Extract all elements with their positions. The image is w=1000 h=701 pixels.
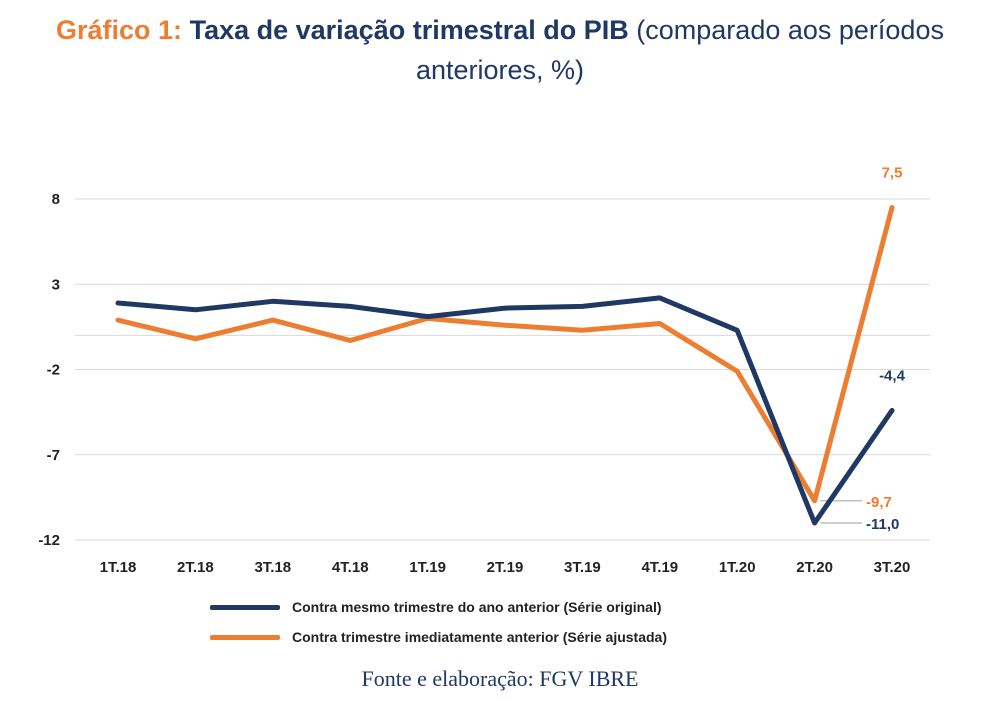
data-label: -4,4 <box>879 367 906 384</box>
x-tick-label: 3T.20 <box>874 559 911 576</box>
legend-item-adjusted: Contra trimestre imediatamente anterior … <box>210 622 667 652</box>
y-tick-label: -2 <box>47 362 60 379</box>
title-prefix: Gráfico 1: <box>56 15 183 45</box>
series-line-original <box>115 295 895 526</box>
x-tick-label: 1T.18 <box>100 559 137 576</box>
x-tick-label: 3T.19 <box>564 559 601 576</box>
data-label: 7,5 <box>882 165 903 182</box>
legend-label-original: Contra mesmo trimestre do ano anterior (… <box>292 599 662 615</box>
x-tick-label: 2T.19 <box>487 559 524 576</box>
y-tick-label: 3 <box>52 276 60 293</box>
x-tick-label: 2T.20 <box>796 559 833 576</box>
x-tick-label: 2T.18 <box>177 559 214 576</box>
data-label: -9,7 <box>866 494 892 511</box>
series-line-adjusted <box>115 205 895 504</box>
y-tick-label: -7 <box>47 447 60 464</box>
title-rest: (comparado aos períodos anteriores, %) <box>415 15 944 85</box>
plot-background <box>18 110 938 580</box>
x-tick-label: 3T.18 <box>254 559 291 576</box>
legend-item-original: Contra mesmo trimestre do ano anterior (… <box>210 592 667 622</box>
x-tick-label: 4T.19 <box>641 559 678 576</box>
x-tick-label: 4T.18 <box>332 559 369 576</box>
y-tick-label: 8 <box>52 191 60 208</box>
legend-swatch-navy <box>210 604 280 610</box>
title-main: Taxa de variação trimestral do PIB <box>189 15 629 45</box>
source-note: Fonte e elaboração: FGV IBRE <box>361 666 639 691</box>
legend: Contra mesmo trimestre do ano anterior (… <box>210 592 667 652</box>
x-tick-label: 1T.19 <box>409 559 446 576</box>
chart-title: Gráfico 1: Taxa de variação trimestral d… <box>0 10 1000 90</box>
legend-swatch-orange <box>210 634 280 640</box>
x-tick-label: 1T.20 <box>719 559 756 576</box>
y-tick-label: -12 <box>38 532 60 549</box>
legend-label-adjusted: Contra trimestre imediatamente anterior … <box>292 629 668 645</box>
data-label: -11,0 <box>866 516 899 533</box>
